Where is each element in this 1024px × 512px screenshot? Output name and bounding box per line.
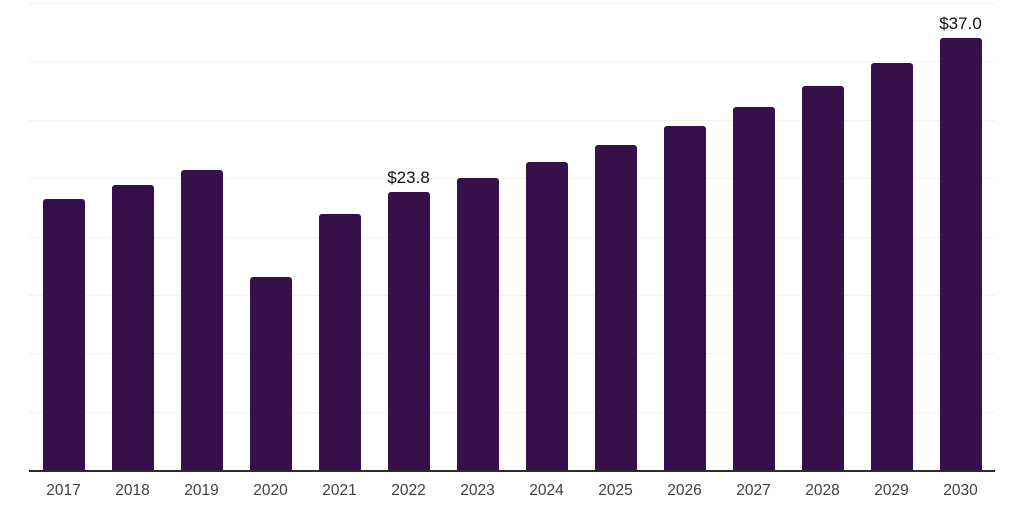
bar-2023 bbox=[456, 178, 499, 470]
bar-2029 bbox=[870, 62, 913, 470]
gridline bbox=[29, 411, 995, 413]
plot-area: $23.8 $37.0 bbox=[29, 3, 995, 472]
x-tick-2024: 2024 bbox=[529, 482, 564, 499]
bar-2028 bbox=[801, 85, 844, 470]
bar-value-label-2022: $23.8 bbox=[387, 168, 430, 188]
bar-2018 bbox=[111, 185, 154, 470]
x-tick-2028: 2028 bbox=[805, 482, 840, 499]
gridline bbox=[29, 294, 995, 296]
gridline bbox=[29, 119, 995, 121]
bar-2021 bbox=[318, 214, 361, 470]
bar-2020 bbox=[249, 277, 292, 470]
bar-2026 bbox=[663, 125, 706, 470]
x-tick-2018: 2018 bbox=[115, 482, 150, 499]
x-tick-2029: 2029 bbox=[874, 482, 909, 499]
gridline bbox=[29, 61, 995, 63]
x-tick-2019: 2019 bbox=[184, 482, 219, 499]
bar-2024 bbox=[525, 161, 568, 470]
x-tick-2023: 2023 bbox=[460, 482, 495, 499]
x-tick-2021: 2021 bbox=[322, 482, 357, 499]
x-tick-2027: 2027 bbox=[736, 482, 771, 499]
x-tick-2020: 2020 bbox=[253, 482, 288, 499]
bar-2025 bbox=[594, 145, 637, 470]
x-tick-2017: 2017 bbox=[46, 482, 81, 499]
x-tick-2026: 2026 bbox=[667, 482, 702, 499]
bar-2027 bbox=[732, 106, 775, 470]
x-tick-2030: 2030 bbox=[943, 482, 978, 499]
bar-2022 bbox=[387, 192, 430, 470]
gridline bbox=[29, 3, 995, 4]
gridline bbox=[29, 353, 995, 355]
gridline bbox=[29, 178, 995, 180]
x-tick-2022: 2022 bbox=[391, 482, 426, 499]
x-axis-line bbox=[29, 470, 995, 472]
bar-2017 bbox=[42, 199, 85, 470]
bar-2030 bbox=[939, 38, 982, 470]
bar-value-label-2030: $37.0 bbox=[939, 14, 982, 34]
gridline bbox=[29, 236, 995, 238]
bar-2019 bbox=[180, 169, 223, 470]
x-tick-2025: 2025 bbox=[598, 482, 633, 499]
